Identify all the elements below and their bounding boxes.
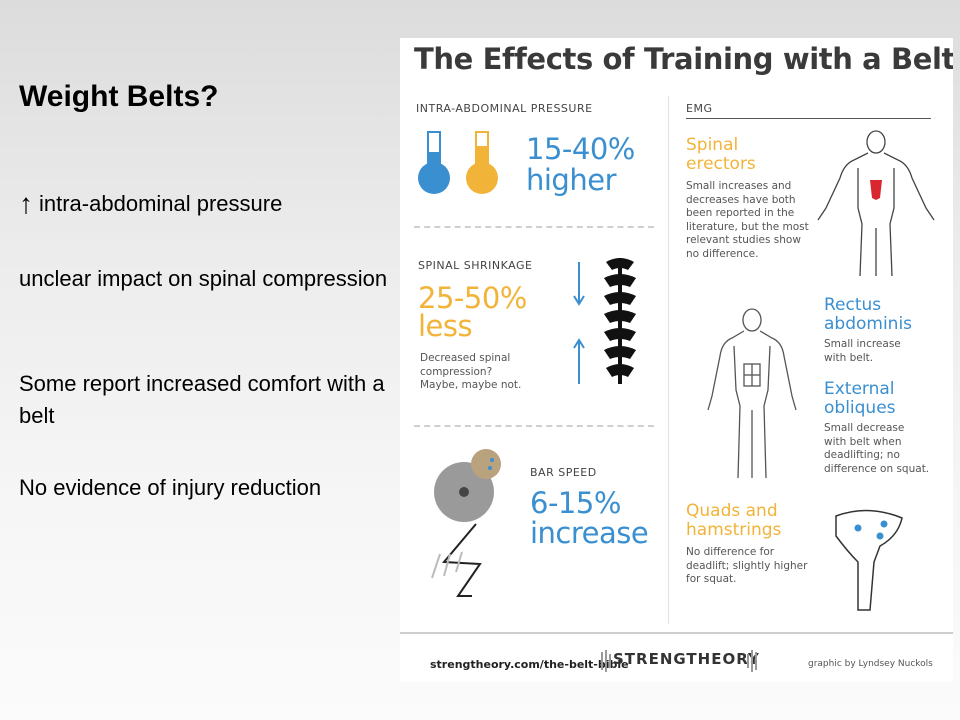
pressure-label: INTRA-ABDOMINAL PRESSURE [416, 102, 593, 115]
shrinkage-note-line: Decreased spinal [420, 352, 511, 364]
rectus-title: Rectus abdominis [824, 296, 912, 334]
obliques-title-line: obliques [824, 398, 896, 418]
quads-title-line: Quads and [686, 501, 778, 521]
quads-text-line: No difference for [686, 546, 775, 558]
footer-url[interactable]: strengtheory.com/the-belt-bible [430, 658, 629, 671]
shrinkage-note-line: Maybe, maybe not. [420, 379, 522, 391]
erectors-text-line: no difference. [686, 247, 759, 260]
shrinkage-note: Decreased spinal compression? Maybe, may… [420, 352, 521, 393]
thermometer-icon [418, 131, 498, 194]
barbell-left-icon [601, 650, 611, 672]
section-divider [414, 226, 654, 228]
obliques-title-line: External [824, 379, 895, 399]
quads-text-line: for squat. [686, 573, 737, 585]
erectors-title-line: erectors [686, 154, 756, 174]
rectus-text-line: with belt. [824, 351, 874, 364]
front-body-icon [707, 308, 797, 479]
leg-icon [835, 509, 903, 611]
squat-lifter-icon [431, 449, 501, 597]
obliques-title: External obliques [824, 380, 896, 418]
bar-speed-label: BAR SPEED [530, 466, 597, 479]
spine-icon [604, 258, 636, 384]
up-arrow-icon: ↑ [19, 188, 33, 219]
bullet-comfort: Some report increased comfort with a bel… [19, 371, 385, 428]
rectus-title-line: abdominis [824, 314, 913, 334]
rectus-text-line: Small increase [824, 338, 901, 350]
quads-text: No difference for deadlift; slightly hig… [686, 546, 807, 587]
bullet-injury: No evidence of injury reduction [19, 475, 322, 500]
footer-credit: graphic by Lyndsey Nuckols [808, 659, 933, 669]
rectus-title-line: Rectus [824, 295, 882, 315]
erectors-text-line: relevant studies show [686, 234, 801, 246]
erectors-text: Small increases and decreases have both … [686, 180, 809, 261]
erectors-text-line: been reported in the [686, 207, 795, 219]
quads-title: Quads and hamstrings [686, 502, 781, 540]
barbell-right-icon [747, 650, 757, 672]
column-divider [668, 96, 669, 624]
obliques-text-line: difference on squat. [824, 462, 930, 475]
bullet-pressure: ↑ intra-abdominal pressure [19, 186, 282, 220]
shrinkage-word: less [418, 309, 473, 343]
erectors-text-line: Small increases and [686, 180, 792, 192]
obliques-text-line: Small decrease [824, 422, 905, 434]
compression-arrows-icon [573, 262, 585, 384]
footer-divider [400, 632, 953, 634]
obliques-text-line: with belt when [824, 435, 902, 448]
belt-infographic: The Effects of Training with a Belt INTR… [400, 38, 953, 682]
obliques-text-line: deadlifting; no [824, 449, 900, 461]
bar-speed-value: 6-15% [530, 486, 621, 520]
shrinkage-value: 25-50% [418, 281, 527, 315]
emg-underline [686, 118, 931, 119]
obliques-text: Small decrease with belt when deadliftin… [824, 422, 929, 476]
erectors-title-line: Spinal [686, 135, 739, 155]
rectus-text: Small increase with belt. [824, 338, 901, 365]
section-divider [414, 425, 654, 427]
emg-label: EMG [686, 102, 713, 115]
erectors-text-line: literature, but the most [686, 220, 809, 233]
erectors-title: Spinal erectors [686, 136, 756, 174]
brand-logo: STRENGTHEORY [613, 650, 760, 668]
pressure-value: 15-40% [526, 132, 635, 166]
bar-speed-word: increase [530, 516, 649, 550]
quads-text-line: deadlift; slightly higher [686, 559, 808, 572]
shrinkage-note-line: compression? [420, 365, 493, 378]
quads-title-line: hamstrings [686, 520, 782, 540]
erectors-text-line: decreases have both [686, 193, 796, 206]
bullet-pressure-text: intra-abdominal pressure [39, 191, 283, 216]
bullet-compression: unclear impact on spinal compression [19, 266, 388, 291]
slide-title: Weight Belts? [19, 80, 219, 113]
infographic-title: The Effects of Training with a Belt [414, 42, 953, 76]
shrinkage-label: SPINAL SHRINKAGE [418, 259, 533, 272]
back-body-icon [817, 130, 935, 277]
pressure-word: higher [526, 163, 617, 197]
